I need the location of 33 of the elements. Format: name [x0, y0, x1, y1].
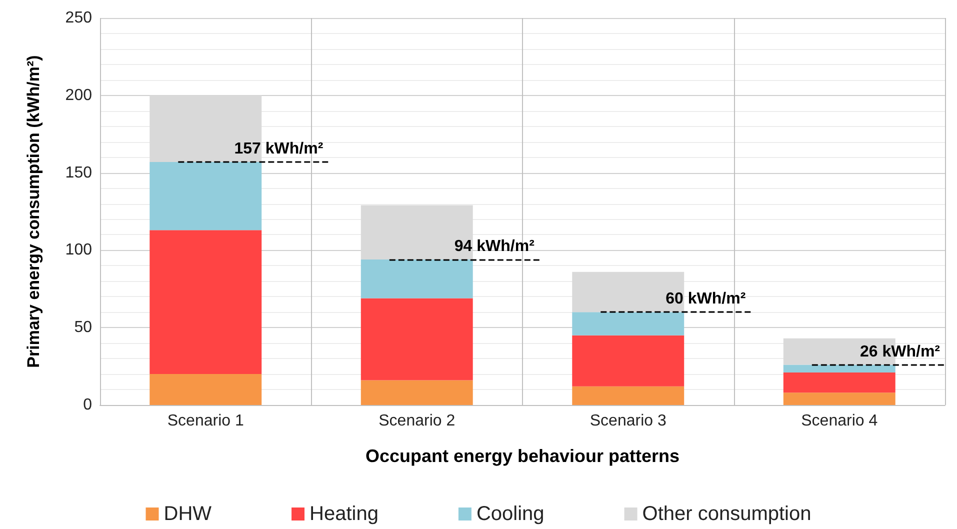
ref-line-label: 26 kWh/m² [860, 343, 940, 360]
x-tick-label: Scenario 2 [378, 412, 456, 430]
bar [572, 312, 684, 336]
bar [783, 372, 896, 393]
y-tick-label: 100 [65, 242, 92, 259]
bar [150, 230, 262, 374]
ref-line-label: 157 kWh/m² [234, 140, 324, 158]
bar [360, 380, 473, 405]
y-tick-label: 200 [65, 86, 92, 104]
ref-line-label: 94 kWh/m² [454, 238, 534, 255]
bar [572, 335, 684, 386]
legend-label: Cooling [476, 503, 544, 525]
x-tick-label: Scenario 3 [590, 412, 666, 430]
y-axis-title: Primary energy consumption (kWh/m²) [24, 55, 43, 368]
bar [360, 298, 473, 380]
bar [783, 364, 896, 372]
bar [572, 272, 684, 312]
bar [360, 259, 473, 298]
legend-label: DHW [164, 503, 212, 525]
ref-line-label: 60 kWh/m² [666, 290, 746, 308]
bar [150, 374, 262, 405]
bar [572, 386, 684, 405]
y-tick-label: 250 [65, 10, 92, 26]
bar [783, 392, 896, 405]
legend-label: Heating [310, 503, 378, 525]
x-axis-title: Occupant energy behaviour patterns [365, 446, 680, 466]
y-tick-label: 50 [74, 319, 92, 336]
y-tick-label: 0 [83, 396, 92, 414]
x-tick-label: Scenario 1 [167, 412, 244, 430]
x-tick-label: Scenario 4 [801, 412, 878, 430]
y-tick-label: 150 [65, 164, 92, 182]
bar [150, 162, 262, 230]
legend-label: Other consumption [642, 503, 812, 525]
